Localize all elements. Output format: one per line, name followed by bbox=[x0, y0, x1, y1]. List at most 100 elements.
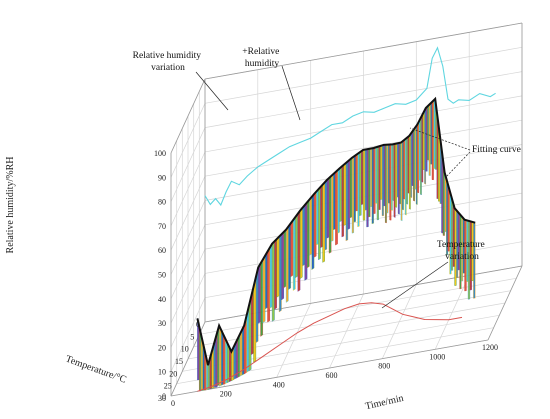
surface-patch-104 bbox=[403, 138, 406, 200]
annotation-fitting-curve: Fitting curve bbox=[472, 145, 521, 155]
surface-patch-103 bbox=[402, 139, 404, 211]
x-tick-label-4: 20 bbox=[169, 369, 177, 378]
surface-patch-21 bbox=[237, 334, 241, 378]
surface-patch-98 bbox=[395, 143, 397, 208]
y-axis-label: Time/min bbox=[364, 393, 405, 413]
surface-patch-91 bbox=[385, 144, 387, 224]
surface-patch-62 bbox=[331, 173, 334, 242]
surface-patch-68 bbox=[343, 162, 347, 226]
leader-fitting-curve-a bbox=[409, 127, 471, 151]
axis-box-edge-5 bbox=[204, 22, 523, 80]
surface-patch-79 bbox=[364, 149, 367, 211]
series-layer bbox=[196, 46, 496, 392]
z-tick-label-5: 50 bbox=[158, 271, 166, 280]
surface-patch-105 bbox=[404, 137, 407, 216]
y-tick-label-6: 1200 bbox=[482, 343, 498, 352]
surface-patch-15 bbox=[224, 338, 228, 384]
z-tick-label-9: 90 bbox=[158, 173, 166, 182]
surface-patch-58 bbox=[322, 181, 325, 263]
surface-patch-99 bbox=[396, 142, 399, 198]
axis-box-edge-7 bbox=[170, 339, 489, 397]
surface-patch-60 bbox=[326, 177, 330, 239]
leader-rh-series bbox=[281, 65, 301, 121]
x-tick-label-0: 0 bbox=[196, 320, 200, 329]
surface-patch-54 bbox=[313, 191, 317, 258]
z-tick-label-1: 10 bbox=[158, 368, 166, 377]
surface-patch-88 bbox=[380, 145, 383, 200]
z-tick-label-8: 80 bbox=[158, 198, 166, 207]
surface-patch-69 bbox=[345, 160, 349, 242]
y-tick-label-0: 0 bbox=[171, 399, 175, 408]
surface-patch-59 bbox=[324, 179, 328, 251]
annotation-rh-variation: Relative humidity variation bbox=[133, 51, 204, 73]
surface-patch-125 bbox=[433, 98, 436, 169]
surface-patch-85 bbox=[375, 146, 378, 204]
surface-patch-16 bbox=[227, 342, 230, 384]
surface-patch-47 bbox=[297, 209, 301, 292]
z-tick-label-4: 40 bbox=[158, 295, 166, 304]
surface-patch-122 bbox=[428, 103, 431, 176]
surface-patch-31 bbox=[260, 258, 263, 337]
surface-patch-118 bbox=[422, 110, 425, 171]
surface-patch-38 bbox=[276, 236, 280, 298]
surface-patch-114 bbox=[417, 121, 419, 194]
surface-patch-90 bbox=[383, 144, 386, 207]
surface-patch-124 bbox=[431, 99, 434, 181]
surface-patch-30 bbox=[258, 262, 261, 324]
surface-patch-121 bbox=[427, 104, 430, 161]
series-fitting-curve bbox=[196, 96, 476, 366]
z-tick-label-0: 0 bbox=[162, 392, 166, 401]
surface-patch-112 bbox=[414, 125, 417, 190]
surface-patch-39 bbox=[278, 233, 282, 313]
surface-patch-95 bbox=[390, 144, 393, 211]
surface-patch-20 bbox=[235, 338, 239, 379]
surface-patch-76 bbox=[359, 150, 362, 216]
y-tick-label-1: 200 bbox=[220, 390, 232, 399]
surface-patch-107 bbox=[407, 135, 410, 194]
axis-box-edge-8 bbox=[487, 265, 523, 341]
x-tick-label-1: 5 bbox=[190, 332, 194, 341]
surface-patch-22 bbox=[239, 329, 243, 377]
surface-patch-53 bbox=[311, 193, 315, 271]
y-tick-label-2: 400 bbox=[273, 380, 285, 389]
surface-patch-70 bbox=[347, 159, 351, 230]
surface-patch-65 bbox=[337, 167, 340, 234]
x-tick-label-5: 25 bbox=[164, 382, 172, 391]
surface-patch-61 bbox=[328, 175, 332, 254]
surface-patch-56 bbox=[318, 186, 321, 261]
surface-patch-71 bbox=[349, 157, 353, 219]
surface-patch-110 bbox=[411, 129, 414, 187]
surface-patch-48 bbox=[299, 207, 303, 279]
surface-patch-145 bbox=[466, 219, 469, 283]
surface-patch-66 bbox=[339, 166, 342, 223]
z-tick-label-10: 100 bbox=[154, 149, 166, 158]
surface-patch-101 bbox=[399, 142, 402, 205]
surface-patch-72 bbox=[351, 156, 354, 234]
surface-patch-78 bbox=[362, 149, 366, 221]
leader-fitting-curve-b bbox=[444, 151, 471, 179]
surface-patch-94 bbox=[389, 144, 392, 221]
surface-patch-115 bbox=[418, 118, 421, 181]
surface-patch-13 bbox=[220, 329, 224, 386]
surface-patch-36 bbox=[271, 240, 275, 322]
surface-patch-81 bbox=[368, 148, 371, 218]
surface-patch-14 bbox=[222, 334, 226, 385]
surface-patch-97 bbox=[393, 143, 396, 218]
z-tick-label-3: 30 bbox=[158, 319, 166, 328]
x-tick-label-2: 10 bbox=[181, 345, 189, 354]
surface-patch-44 bbox=[290, 219, 294, 278]
surface-patch-12 bbox=[218, 325, 222, 387]
surface-patch-73 bbox=[353, 154, 356, 223]
surface-patch-35 bbox=[269, 242, 273, 309]
surface-patch-84 bbox=[373, 147, 376, 214]
surface-patch-87 bbox=[378, 145, 381, 210]
annotation-rh-series: +Relative humidity bbox=[242, 47, 281, 69]
surface-patch-132 bbox=[444, 172, 447, 233]
surface-patch-52 bbox=[309, 196, 312, 256]
surface-patch-92 bbox=[386, 144, 389, 214]
surface-patch-42 bbox=[285, 225, 289, 303]
surface-patch-33 bbox=[265, 250, 268, 310]
surface-patch-83 bbox=[371, 147, 374, 224]
surface-patch-93 bbox=[387, 144, 390, 204]
